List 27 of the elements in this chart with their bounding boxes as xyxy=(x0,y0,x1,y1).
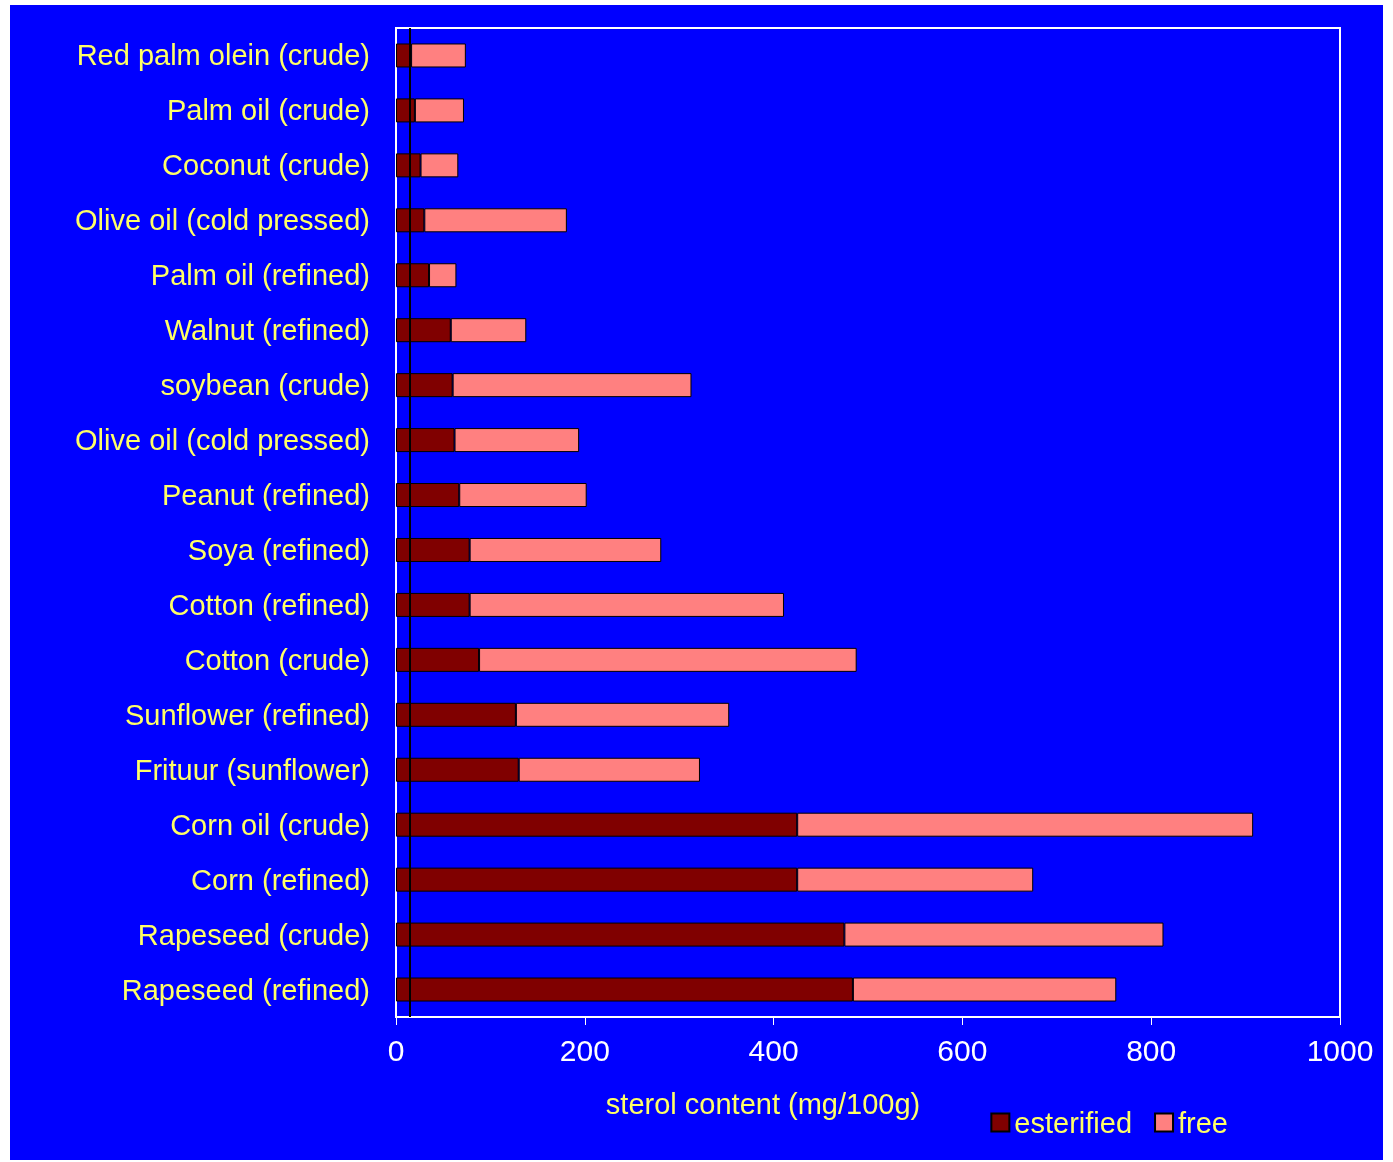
legend-label: free xyxy=(1178,1106,1229,1139)
y-tick-label: soybean (crude) xyxy=(160,369,370,402)
y-tick-label: Cotton (refined) xyxy=(168,588,370,621)
x-tick-label: 800 xyxy=(1126,1033,1177,1067)
legend-label: esterified xyxy=(1014,1106,1133,1139)
x-axis-title: sterol content (mg/100g) xyxy=(605,1087,921,1120)
y-tick-label: Palm oil (refined) xyxy=(150,259,370,292)
y-tick-label: Sunflower (refined) xyxy=(125,698,370,731)
x-tick-label: 200 xyxy=(559,1033,610,1067)
x-tick-label: 1000 xyxy=(1306,1033,1374,1067)
y-tick-label: Red palm olein (crude) xyxy=(76,39,370,72)
y-tick-label: Peanut (refined) xyxy=(162,479,370,512)
y-tick-label: Rapeseed (refined) xyxy=(121,973,370,1006)
y-tick-label: Olive oil (cold pressed) xyxy=(75,204,370,237)
y-tick-label: Corn oil (crude) xyxy=(170,808,370,841)
y-tick-label: Olive oil (cold pressed) xyxy=(75,424,370,457)
x-tick-label: 400 xyxy=(748,1033,799,1067)
y-tick-label: Palm oil (crude) xyxy=(166,94,370,127)
x-tick-label: 600 xyxy=(937,1033,988,1067)
x-tick-label: 0 xyxy=(387,1033,405,1067)
y-tick-label: Coconut (crude) xyxy=(162,149,370,182)
y-tick-label: Corn (refined) xyxy=(191,863,370,896)
y-tick-label: Cotton (crude) xyxy=(184,643,370,676)
y-tick-label: Rapeseed (crude) xyxy=(137,918,370,951)
y-tick-label: Walnut (refined) xyxy=(164,314,370,347)
y-tick-label: Frituur (sunflower) xyxy=(134,753,370,786)
y-tick-label: Soya (refined) xyxy=(187,533,370,566)
